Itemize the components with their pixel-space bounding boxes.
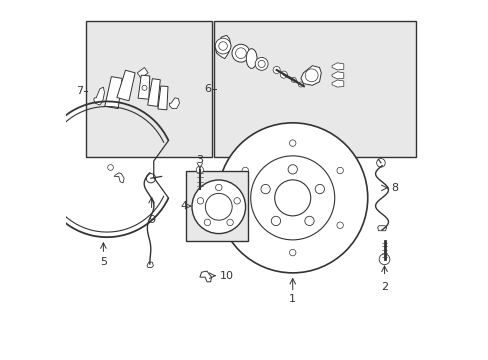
Ellipse shape — [246, 49, 257, 68]
Text: 8: 8 — [391, 183, 398, 193]
Polygon shape — [331, 72, 343, 79]
Text: 1: 1 — [288, 294, 296, 304]
Circle shape — [235, 48, 246, 59]
Circle shape — [255, 58, 267, 70]
Circle shape — [142, 85, 147, 90]
Circle shape — [197, 198, 203, 204]
Polygon shape — [169, 98, 179, 109]
Text: 10: 10 — [219, 271, 233, 281]
Polygon shape — [377, 226, 386, 231]
Circle shape — [226, 219, 233, 226]
Text: 7: 7 — [76, 86, 83, 96]
Circle shape — [196, 166, 203, 173]
Bar — [85, 21, 212, 157]
Circle shape — [274, 180, 310, 216]
Polygon shape — [138, 75, 149, 99]
Circle shape — [304, 216, 313, 226]
Polygon shape — [137, 67, 148, 78]
Circle shape — [218, 42, 227, 50]
Circle shape — [242, 167, 248, 174]
Circle shape — [233, 198, 240, 204]
Text: 9: 9 — [148, 215, 155, 225]
Circle shape — [272, 66, 280, 73]
Circle shape — [336, 167, 343, 174]
Circle shape — [250, 156, 334, 240]
Circle shape — [289, 249, 295, 256]
Circle shape — [378, 254, 389, 265]
Circle shape — [289, 140, 295, 146]
Circle shape — [192, 180, 245, 234]
Polygon shape — [331, 63, 343, 70]
Circle shape — [204, 219, 210, 226]
Circle shape — [231, 44, 249, 62]
Bar — [214, 21, 415, 157]
Polygon shape — [200, 271, 211, 282]
Circle shape — [242, 222, 248, 229]
Polygon shape — [331, 80, 343, 87]
Text: 6: 6 — [204, 84, 211, 94]
Circle shape — [336, 222, 343, 229]
Circle shape — [376, 158, 385, 167]
Circle shape — [298, 82, 303, 87]
Polygon shape — [215, 35, 230, 59]
Circle shape — [305, 69, 317, 82]
Polygon shape — [117, 70, 135, 101]
Polygon shape — [147, 78, 160, 107]
Text: 2: 2 — [380, 282, 387, 292]
Bar — [185, 171, 247, 241]
Text: 5: 5 — [100, 257, 107, 267]
Circle shape — [146, 174, 155, 183]
Circle shape — [205, 193, 232, 220]
Circle shape — [215, 184, 222, 191]
Text: 3: 3 — [196, 155, 203, 165]
Polygon shape — [104, 77, 122, 109]
Polygon shape — [147, 262, 153, 267]
Circle shape — [280, 71, 287, 78]
Circle shape — [271, 216, 280, 226]
Circle shape — [261, 184, 270, 194]
Polygon shape — [300, 66, 321, 85]
Circle shape — [258, 60, 264, 67]
Circle shape — [217, 123, 367, 273]
Polygon shape — [158, 86, 168, 110]
Polygon shape — [94, 87, 104, 105]
Text: 4: 4 — [180, 201, 187, 211]
Circle shape — [291, 77, 296, 82]
Polygon shape — [114, 173, 124, 183]
Circle shape — [215, 38, 230, 54]
Circle shape — [107, 165, 113, 170]
Circle shape — [315, 184, 324, 194]
Circle shape — [287, 165, 297, 174]
